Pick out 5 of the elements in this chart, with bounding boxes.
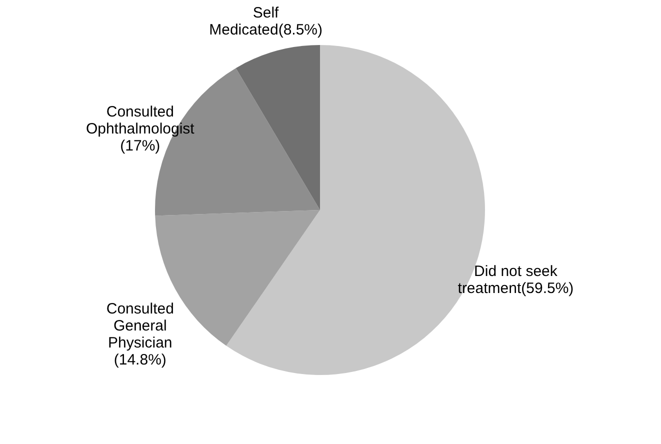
pie-slice xyxy=(236,45,320,210)
slice-label: Did not seek treatment(59.5%) xyxy=(458,263,574,298)
slice-label: Self Medicated(8.5%) xyxy=(209,4,322,38)
slice-label: Consulted Ophthalmologist (17%) xyxy=(86,104,196,155)
slice-label: Consulted General Physician (14.8%) xyxy=(106,300,174,368)
